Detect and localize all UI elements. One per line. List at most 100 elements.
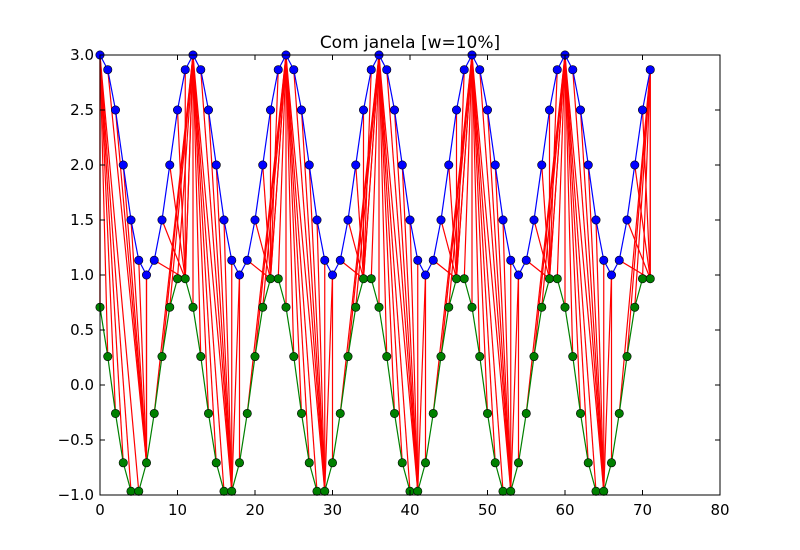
connector-line [316,219,326,492]
connector-line [308,164,326,492]
series-2-point [304,458,314,468]
series-1-point [111,105,121,115]
series-2-point [482,408,492,418]
connector-line [277,54,287,279]
series-1-point [250,215,260,225]
connector-line [184,54,194,279]
series-1-point [219,215,229,225]
series-1-point [529,215,539,225]
connector-line [107,69,148,463]
series-1-point [196,65,206,75]
series-2-point [149,408,159,418]
series-2-point [134,486,144,496]
connector-line [99,54,109,357]
series-1-point [614,255,624,265]
series-2-point [374,302,384,312]
series-2-point [335,408,345,418]
series-2-point [568,352,578,362]
connector-line [471,54,481,357]
series-2-point [413,486,423,496]
chart-title: Com janela [w=10%] [320,33,500,53]
series-2-point [529,352,539,362]
connector-line [192,54,233,492]
series-1-point [304,160,314,170]
series-1-point [134,255,144,265]
x-tick-label: 30 [323,501,342,519]
series-1-point [544,105,554,115]
connector-line [463,54,473,279]
series-1-point [273,65,283,75]
series-1-point [583,160,593,170]
connector-line [99,54,117,414]
series-2-point [265,274,275,284]
connector-line [99,54,140,492]
series-2-point [219,486,229,496]
series-2-point [475,352,485,362]
series-markers [95,50,655,496]
series-1-point [211,160,221,170]
series-2-point [312,486,322,496]
series-1-point [490,160,500,170]
connector-line [556,54,566,279]
series-1-point [149,255,159,265]
series-1-point [382,65,392,75]
connector-line [269,69,279,279]
series-1-point [459,65,469,75]
series-1-point [405,215,415,225]
series-2-point [296,408,306,418]
connector-line [564,54,582,414]
series-2-point [389,408,399,418]
connector-line [339,259,364,280]
series-2-point [204,408,214,418]
series-1-point [622,215,632,225]
series-2-point [637,274,647,284]
y-tick-label: −0.5 [58,431,94,449]
x-tick-label: 0 [95,501,105,519]
connector-line [207,109,233,492]
series-2-point [498,486,508,496]
series-2-point [157,352,167,362]
connector-line [572,69,605,492]
series-1-point [397,160,407,170]
connector-line [269,54,287,279]
series-1-point [389,105,399,115]
connector-line [355,164,365,279]
series-1-point [475,65,485,75]
connector-line [393,109,419,492]
series-1-point [258,160,268,170]
connector-line [293,69,326,492]
series-2-point [583,458,593,468]
connector-line [471,54,504,492]
series-1-point [599,255,609,265]
y-axis: −1.0 −0.5 0.0 0.5 1.0 1.5 2.0 2.5 3.0 [58,46,720,504]
connector-line [169,54,194,308]
series-2-point [142,458,152,468]
series-1-point [320,255,330,265]
series-2-point [273,274,283,284]
series-2-point [320,486,330,496]
connector-line [432,259,457,280]
series-2-point [451,274,461,284]
y-tick-label: 0.0 [70,376,94,394]
x-tick-label: 70 [633,501,652,519]
series-2-point [258,302,268,312]
series-2-point [614,408,624,418]
series-1-point [513,270,523,280]
connector-line [378,54,396,414]
series-2-point [575,408,585,418]
series-2-point [289,352,299,362]
series-2-point [506,486,516,496]
series-1-point [358,105,368,115]
series-line-2 [99,278,651,492]
series-1-point [227,255,237,265]
connector-line [510,274,520,492]
connector-line [471,54,496,463]
connector-line [564,54,605,492]
series-1-point [506,255,516,265]
connector-line [641,69,651,279]
series-1-point [575,105,585,115]
series-2-point [397,458,407,468]
series-2-point [436,352,446,362]
connector-line [161,219,186,279]
